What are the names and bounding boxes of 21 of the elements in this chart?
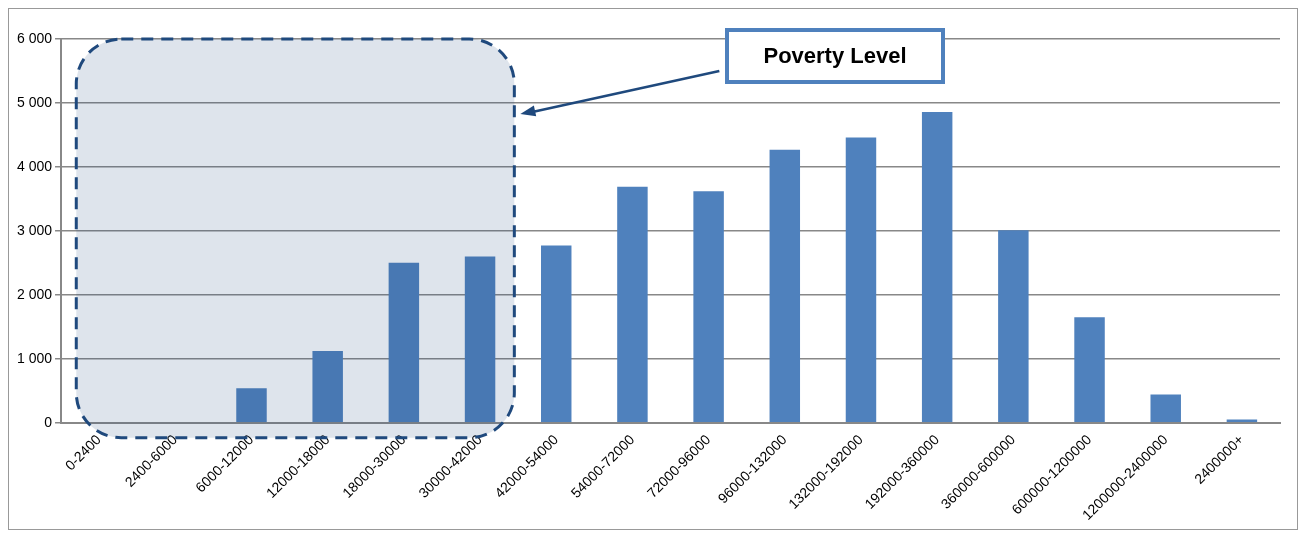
y-tick-label: 3 000 [16, 221, 53, 238]
bar [998, 230, 1029, 422]
bar [1150, 394, 1181, 422]
callout-box: Poverty Level [725, 28, 945, 84]
y-tick-label: 6 000 [16, 29, 53, 46]
bar [617, 186, 648, 422]
bar [312, 351, 343, 422]
y-tick-label: 0 [44, 413, 53, 430]
bar [1074, 317, 1105, 422]
bar [388, 262, 420, 422]
y-tick-label: 1 000 [16, 349, 53, 366]
y-tick-label: 4 000 [16, 157, 53, 174]
bar [236, 388, 267, 422]
bar [845, 137, 877, 422]
y-tick-label: 5 000 [16, 93, 53, 110]
bar [769, 149, 801, 422]
y-tick-label: 2 000 [16, 285, 53, 302]
bar [541, 245, 572, 422]
bar [464, 256, 496, 422]
bar [921, 111, 953, 422]
bar [693, 191, 724, 422]
